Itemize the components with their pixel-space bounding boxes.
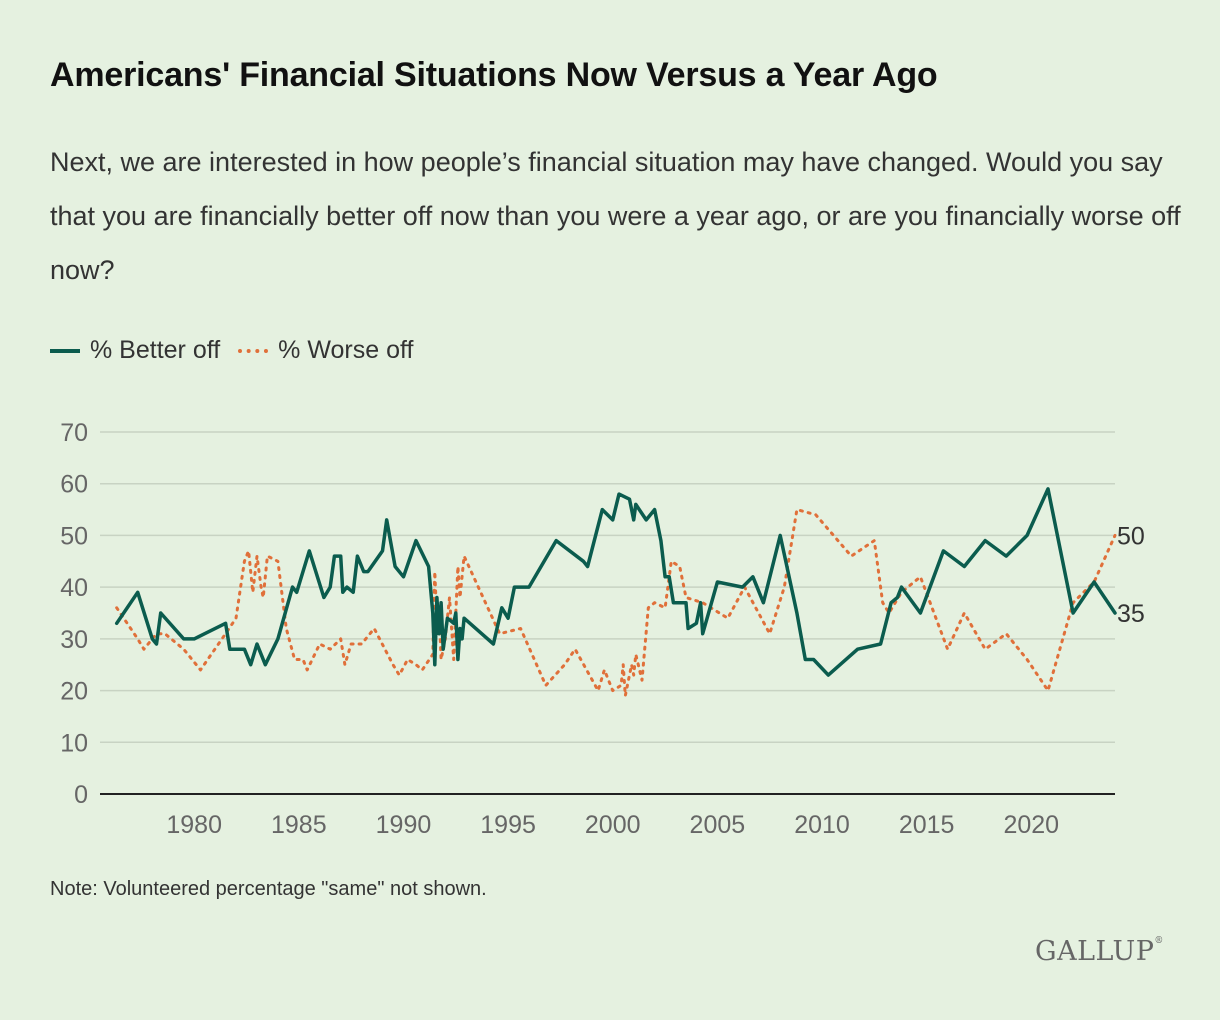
y-tick-label-10: 10 xyxy=(60,729,88,757)
x-tick-label-2015: 2015 xyxy=(899,811,955,839)
x-tick-label-1995: 1995 xyxy=(480,811,536,839)
x-tick-label-1980: 1980 xyxy=(166,811,222,839)
x-tick-label-1985: 1985 xyxy=(271,811,327,839)
legend-item-worse: % Worse off xyxy=(238,336,413,365)
chart-subtitle: Next, we are interested in how people’s … xyxy=(50,147,1181,285)
logo-text: GALLUP xyxy=(1035,936,1155,967)
legend-swatch-better xyxy=(50,348,80,353)
x-tick-label-2000: 2000 xyxy=(585,811,641,839)
chart-note: Note: Volunteered percentage "same" not … xyxy=(50,878,487,900)
chart-title: Americans' Financial Situations Now Vers… xyxy=(50,56,938,94)
y-tick-label-0: 0 xyxy=(74,781,88,809)
y-tick-label-60: 60 xyxy=(60,471,88,499)
legend: % Better off % Worse off xyxy=(50,336,431,365)
end-label-worse-off: 50 xyxy=(1117,522,1145,550)
y-tick-label-70: 70 xyxy=(60,419,88,447)
end-label-better-off: 35 xyxy=(1117,600,1145,628)
legend-label-worse: % Worse off xyxy=(278,336,414,364)
gallup-logo: GALLUP® xyxy=(1035,936,1164,967)
y-tick-label-40: 40 xyxy=(60,574,88,602)
legend-item-better: % Better off xyxy=(50,336,220,365)
series-line-worse-off xyxy=(115,508,1117,698)
x-tick-label-2020: 2020 xyxy=(1003,811,1059,839)
x-tick-label-2005: 2005 xyxy=(690,811,746,839)
y-tick-label-30: 30 xyxy=(60,626,88,654)
x-tick-label-1990: 1990 xyxy=(376,811,432,839)
y-tick-label-20: 20 xyxy=(60,678,88,706)
series-line-better-off xyxy=(114,487,1117,677)
legend-label-better: % Better off xyxy=(90,336,221,364)
x-tick-label-2010: 2010 xyxy=(794,811,850,839)
y-tick-label-50: 50 xyxy=(60,522,88,550)
legend-swatch-worse xyxy=(238,348,269,353)
